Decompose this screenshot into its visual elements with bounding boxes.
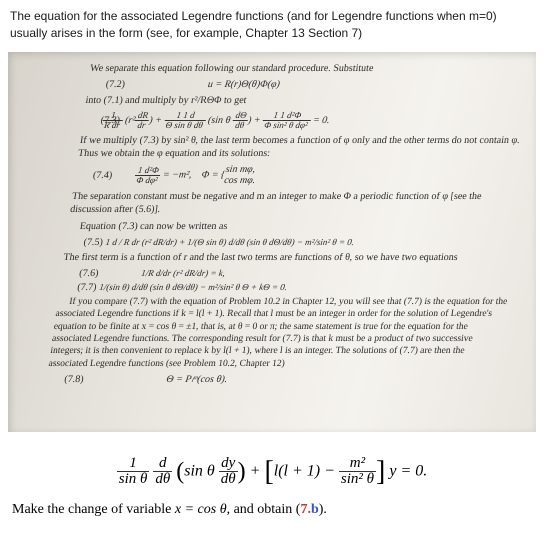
change-text-a: Make the change of variable [12, 502, 175, 517]
eq-num-78: (7.8) [64, 374, 85, 385]
change-text-c: ). [319, 502, 327, 517]
eq-body-73: 1R dr (r²dRdr) + 1 1 dΘ sin θ dθ (sin θ … [101, 111, 331, 130]
header-text: The equation for the associated Legendre… [0, 0, 544, 48]
main-legendre-equation: 1 sin θ d dθ (sin θ dy dθ ) + [l(l + 1) … [12, 456, 532, 488]
book-line-4: The separation constant must be negative… [69, 190, 523, 216]
book-line-6: The first term is a function of r and th… [63, 251, 515, 264]
book-line-7: If you compare (7.7) with the equation o… [48, 296, 508, 370]
reference-icon-red: 7. [300, 502, 311, 518]
change-math: x = cos θ [175, 502, 227, 517]
eq-num-73: (7.3) [100, 115, 121, 126]
header-content: The equation for the associated Legendre… [10, 9, 497, 40]
equation-7-7: (7.7) 1/(sin θ) d/dθ (sin θ dΘ/dθ) − m²/… [59, 282, 510, 292]
equation-7-3: (7.3) 1R dr (r²dRdr) + 1 1 dΘ sin θ dθ (… [81, 111, 534, 130]
equation-7-6: (7.6) 1/R d/dr (r² dR/dr) = k, [61, 268, 512, 278]
eq-num-75: (7.5) [83, 236, 104, 247]
equation-7-8: (7.8) Θ = Pₗᵐ(cos θ). [46, 374, 498, 385]
change-of-variable-text: Make the change of variable x = cos θ, a… [12, 502, 532, 518]
equation-7-5: (7.5) 1 d / R dr (r² dR/dr) + 1/(Θ sin θ… [65, 237, 516, 247]
eq-num-77: (7.7) [77, 281, 98, 292]
eq-body-76: 1/R d/dr (r² dR/dr) = k, [141, 268, 226, 278]
eq-body-72: u = R(r)Θ(θ)Φ(φ) [207, 79, 281, 90]
eq-body-77: 1/(sin θ) d/dθ (sin θ dΘ/dθ) − m²/sin² θ… [99, 282, 288, 292]
book-line-2: into (7.1) and multiply by r²/RΘΦ to get [85, 94, 536, 107]
eq-body-75: 1 d / R dr (r² dR/dr) + 1/(Θ sin θ) d/dθ… [105, 237, 355, 247]
change-text-b: , and obtain ( [227, 502, 301, 517]
eq-num-72: (7.2) [105, 79, 126, 90]
book-line-1: We separate this equation following our … [89, 62, 536, 75]
bottom-equation-section: 1 sin θ d dθ (sin θ dy dθ ) + [l(l + 1) … [0, 438, 544, 526]
book-line-5: Equation (7.3) can now be written as [67, 220, 519, 233]
eq-body-74: 1 d²ΦΦ dφ² = −m², Φ = {sin mφ,cos mφ. [134, 164, 258, 186]
book-line-3: If we multiply (7.3) by sin² θ, the last… [77, 134, 531, 160]
equation-7-4: (7.4) 1 d²ΦΦ dφ² = −m², Φ = {sin mφ,cos … [74, 164, 527, 186]
reference-icon-blue: b [311, 502, 319, 518]
eq-num-74: (7.4) [92, 169, 113, 180]
eq-num-76: (7.6) [79, 267, 100, 278]
book-page-scan: We separate this equation following our … [8, 52, 536, 432]
eq-body-78: Θ = Pₗᵐ(cos θ). [166, 374, 228, 385]
equation-7-2: (7.2) u = R(r)Θ(θ)Φ(φ) [87, 79, 536, 90]
